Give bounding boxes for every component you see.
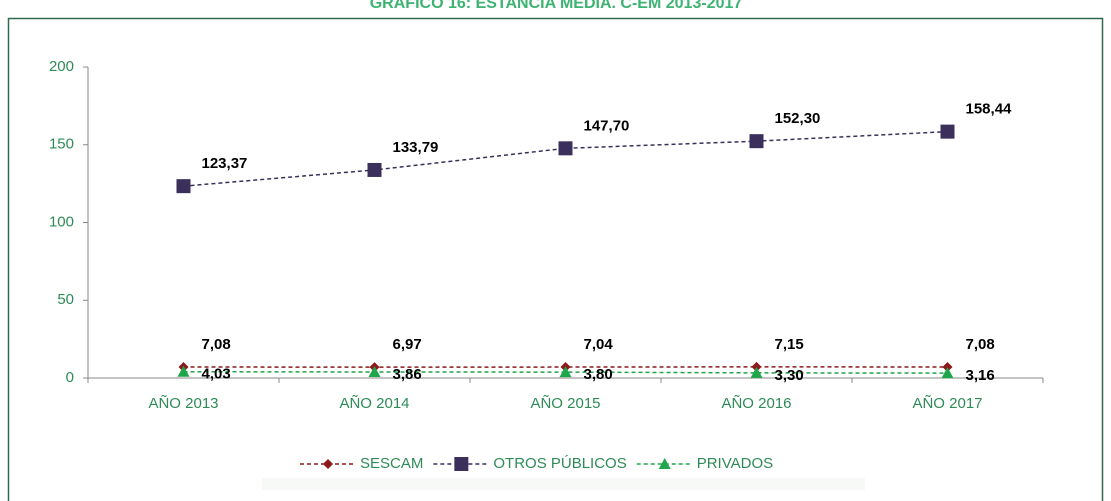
marker [454, 457, 469, 471]
data-label: 133,79 [393, 139, 439, 156]
data-label: 6,97 [393, 336, 422, 353]
x-tick-label: AÑO 2015 [530, 395, 600, 412]
data-label: 7,08 [202, 336, 231, 353]
legend-shadow [262, 478, 865, 490]
marker [558, 141, 573, 156]
y-tick-label: 200 [49, 58, 74, 75]
y-tick-label: 0 [66, 369, 74, 386]
legend-label: PRIVADOS [697, 455, 773, 472]
y-tick-label: 50 [57, 291, 74, 308]
series-line [183, 130, 948, 187]
marker [750, 366, 763, 378]
data-label: 7,04 [584, 336, 614, 353]
marker [749, 134, 764, 149]
x-tick-label: AÑO 2014 [339, 395, 409, 412]
chart-frame [7, 17, 1104, 501]
marker [658, 458, 671, 469]
chart-title: GRÁFICO 16: ESTANCIA MEDIA. C-EM 2013-20… [370, 0, 743, 12]
data-label: 7,15 [775, 336, 804, 353]
data-label: 158,44 [966, 101, 1013, 118]
data-label: 123,37 [202, 155, 248, 172]
data-label: 3,80 [584, 366, 613, 383]
marker [367, 162, 382, 177]
marker [559, 366, 572, 378]
x-tick-label: AÑO 2016 [721, 395, 791, 412]
marker [941, 367, 954, 379]
y-tick-label: 100 [49, 213, 74, 230]
data-label: 152,30 [775, 110, 821, 127]
x-tick-label: AÑO 2013 [148, 395, 218, 412]
data-label: 3,30 [775, 367, 804, 384]
marker [176, 179, 191, 194]
y-tick-label: 150 [49, 136, 74, 153]
marker [940, 124, 955, 139]
marker [942, 361, 953, 372]
marker [323, 459, 333, 469]
marker [368, 365, 381, 377]
data-label: 3,16 [966, 367, 995, 384]
data-label: 7,08 [966, 336, 995, 353]
data-label: 147,70 [584, 117, 630, 134]
x-tick-label: AÑO 2017 [912, 395, 982, 412]
legend-label: OTROS PÚBLICOS [493, 455, 626, 472]
series-line [183, 370, 948, 374]
marker [177, 365, 190, 377]
data-label: 3,86 [393, 366, 422, 383]
data-label: 4,03 [202, 366, 231, 383]
legend-label: SESCAM [360, 455, 423, 472]
